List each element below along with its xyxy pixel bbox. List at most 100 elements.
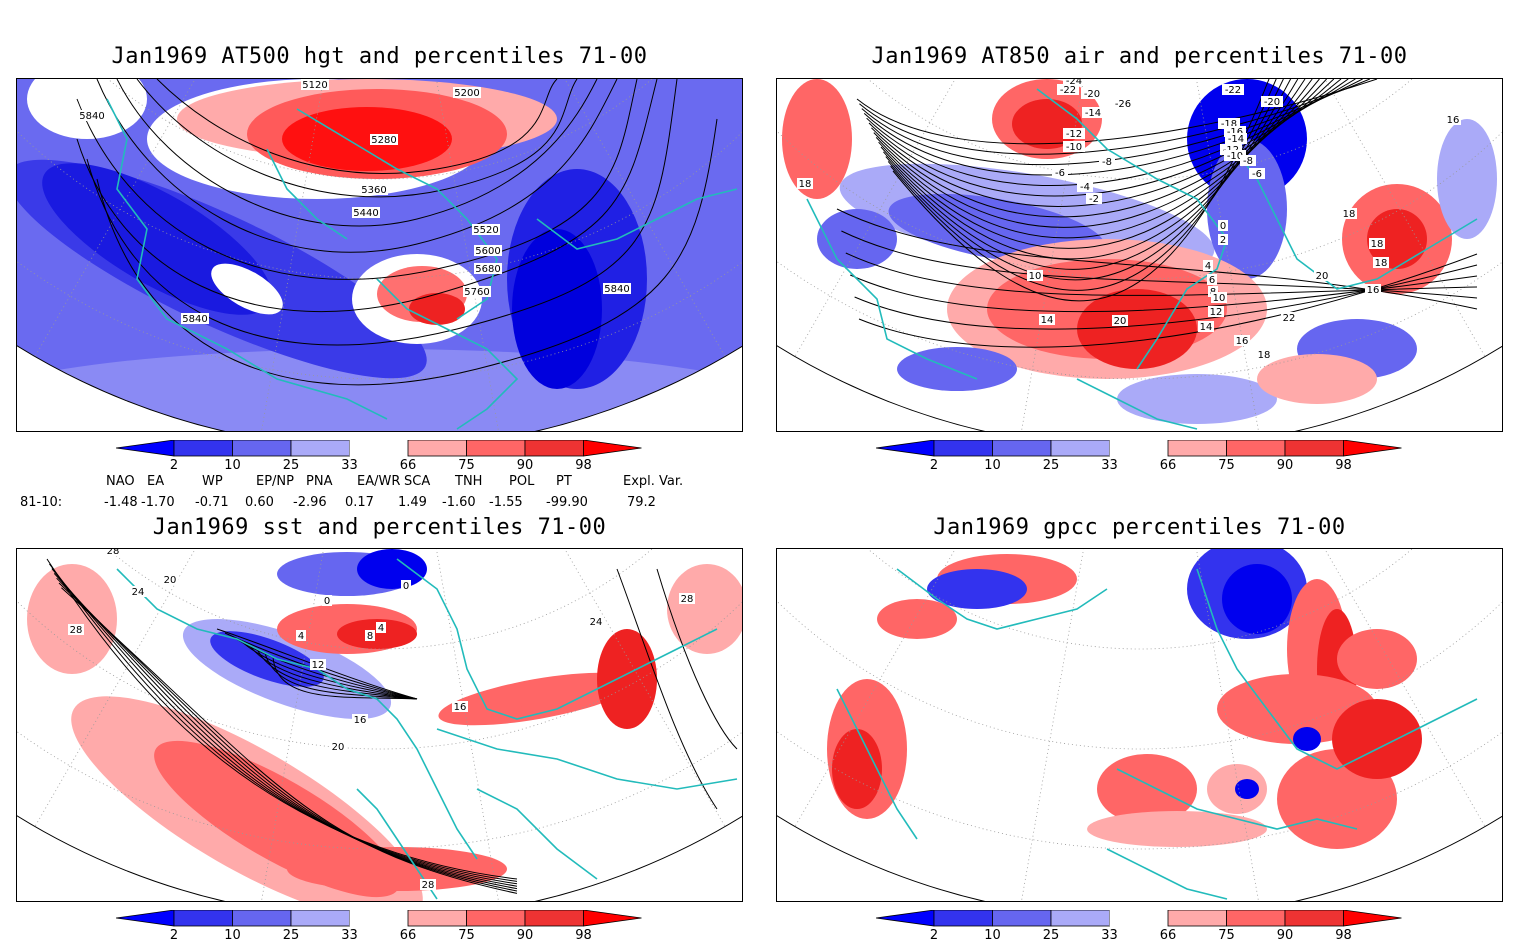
colorbar-tick-label: 25: [282, 928, 300, 943]
contour-label: -14: [1085, 108, 1101, 119]
anomaly-region: [1235, 779, 1259, 799]
colorbar-arrow-high: [583, 910, 642, 927]
contour-line: [136, 79, 578, 198]
index-value-cell: -1.70: [141, 495, 175, 510]
anomaly-region: [1087, 811, 1267, 847]
anomaly-region: [357, 549, 427, 589]
contour-label: -20: [1264, 97, 1280, 108]
contour-label: 10: [1029, 271, 1042, 282]
coastline: [1106, 848, 1228, 900]
contour-label: 6: [1209, 275, 1215, 286]
contour-label: 16: [354, 715, 367, 726]
colorbar-tick-label: 90: [516, 928, 534, 943]
contour-label: 14: [1200, 322, 1213, 333]
contour-label: 8: [367, 631, 373, 642]
contour-label: 28: [422, 880, 435, 891]
contour-label: -18: [1221, 119, 1237, 130]
anomaly-region: [337, 619, 417, 649]
index-row-label: 81-10:: [20, 495, 63, 510]
colorbar-tick-label: 33: [341, 458, 358, 473]
contour-line: [858, 253, 1478, 348]
index-value-cell: 0.60: [245, 495, 274, 510]
contour-label: -10: [1227, 151, 1243, 162]
contour-label: 18: [1343, 209, 1356, 220]
colorbar-svg: [116, 910, 642, 927]
anomaly-region: [1437, 119, 1497, 239]
colorbar-tick-label: 10: [224, 458, 241, 473]
contour-line: [61, 587, 518, 894]
contour-label: 24: [590, 617, 603, 628]
colorbar-segment: [1226, 910, 1286, 927]
coastline: [1196, 568, 1478, 770]
contour-line: [845, 252, 1478, 296]
anomaly-region: [1337, 629, 1417, 689]
meridian-gridline: [1139, 549, 1261, 901]
contour-line: [256, 648, 418, 700]
coastline: [896, 568, 1108, 630]
colorbar-segment: [173, 440, 233, 457]
colorbar-tick-label: 25: [282, 458, 300, 473]
index-value-cell: -0.71: [195, 495, 229, 510]
contour-label: 5840: [604, 284, 629, 295]
index-header-cell: PNA: [306, 474, 333, 489]
index-header-cell: PT: [556, 474, 572, 489]
anomaly-region: [27, 564, 117, 674]
coastline: [376, 278, 519, 430]
colorbar-segment: [407, 440, 467, 457]
colorbar-tick-label: 2: [929, 458, 939, 473]
coastline: [806, 198, 978, 380]
index-header-cell: NAO: [106, 474, 135, 489]
colorbar-air: 2 10 25 33 66 75 90 98: [876, 440, 1416, 480]
colorbar-tick-label: 66: [399, 458, 417, 473]
map-hgt-svg: 5120 5200 5280 5360 5440 5520 5600 5680 5760 5840…: [17, 79, 742, 431]
colorbar-tick-label: 90: [1276, 458, 1294, 473]
colorbar-tick-label: 66: [1159, 928, 1177, 943]
contour-line: [841, 230, 1478, 299]
parallel-gridline: [777, 549, 1502, 750]
contour-label: 4: [298, 631, 304, 642]
colorbar-svg: [876, 910, 1402, 927]
index-header-cell: EP/NP: [256, 474, 294, 489]
contour-label: -2: [1089, 194, 1099, 205]
contour-line: [890, 79, 1277, 291]
contour-line: [656, 568, 738, 750]
anomaly-region: [211, 263, 283, 315]
colorbar-tick-label: 66: [1159, 458, 1177, 473]
contour-label: 18: [799, 179, 812, 190]
anomaly-region: [1332, 699, 1422, 779]
panel-title-gpcc: Jan1969 gpcc percentiles 71-00: [933, 515, 1346, 540]
contour-label: 5840: [79, 111, 104, 122]
map-fill-group: [17, 79, 742, 431]
colorbar-tick-label: 90: [1276, 928, 1294, 943]
anomaly-region: [877, 599, 957, 639]
parallel-gridline: [17, 549, 742, 750]
map-fill-group: [777, 79, 1502, 431]
contour-line: [885, 79, 1292, 270]
meridian-gridline: [1019, 549, 1141, 901]
map-fill-group: [777, 549, 1502, 901]
contour-label: 18: [1258, 350, 1271, 361]
colorbar-segment: [524, 440, 584, 457]
colorbar-arrow-low: [876, 910, 935, 927]
coastline: [106, 98, 388, 420]
contour-label: -24: [1066, 79, 1082, 87]
contour-label: -22: [1060, 85, 1076, 96]
contour-line: [836, 208, 1478, 310]
index-value-cell: 0.17: [345, 495, 374, 510]
colorbar-segment: [1050, 910, 1110, 927]
contour-line: [96, 118, 718, 386]
meridian-gridline: [379, 549, 501, 901]
coastline: [1076, 378, 1198, 430]
colorbar-arrow-high: [1343, 910, 1402, 927]
parallel-gridline: [17, 79, 742, 280]
colorbar-svg: [876, 440, 1402, 457]
contour-label: -6: [1252, 169, 1262, 180]
colorbar-gpcc: 2 10 25 33 66 75 90 98: [876, 910, 1416, 950]
colorbar-tick-label: 98: [1335, 928, 1352, 943]
anomaly-region: [287, 847, 507, 891]
index-header-cell: WP: [202, 474, 223, 489]
colorbar-segment: [173, 910, 233, 927]
colorbar-tick-label: 2: [169, 928, 179, 943]
colorbar-segment: [1284, 910, 1344, 927]
